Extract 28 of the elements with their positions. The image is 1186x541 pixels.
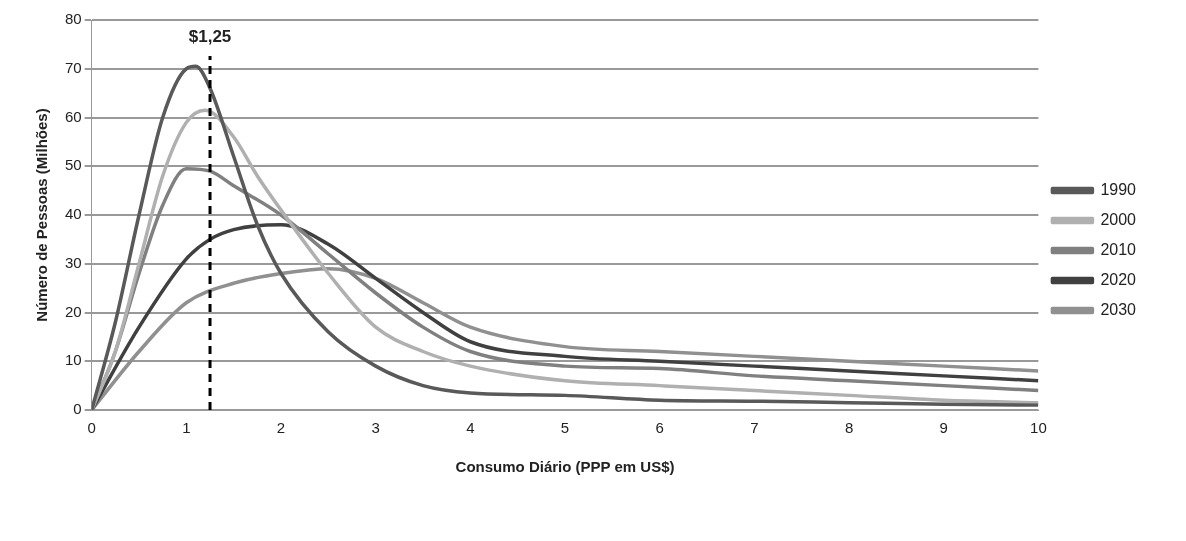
x-axis-title: Consumo Diário (PPP em US$)	[455, 458, 675, 476]
y-tick-label: 0	[73, 400, 82, 418]
x-tick-label: 0	[87, 419, 96, 437]
x-tick-label: 7	[750, 419, 759, 437]
y-tick-label: 10	[65, 351, 82, 369]
legend-label: 2010	[1100, 240, 1137, 258]
y-tick-label: 20	[65, 302, 82, 320]
y-tick-label: 80	[65, 10, 82, 28]
y-tick-label: 30	[65, 253, 82, 271]
y-tick-label: 40	[65, 205, 82, 223]
legend-label: 2030	[1100, 300, 1137, 318]
y-tick-label: 70	[65, 58, 82, 76]
y-tick-label: 60	[65, 107, 82, 125]
y-axis-title: Número de Pessoas (Milhões)	[33, 108, 51, 322]
legend-label: 2020	[1100, 270, 1137, 288]
y-tick-label: 50	[65, 156, 82, 174]
x-tick-label: 5	[560, 419, 570, 437]
x-tick-label: 10	[1030, 419, 1047, 437]
x-tick-label: 9	[939, 419, 948, 437]
legend-label: 1990	[1100, 180, 1137, 198]
x-tick-label: 3	[371, 419, 380, 437]
legend-label: 2000	[1100, 210, 1137, 228]
x-tick-label: 6	[655, 419, 664, 437]
ref-line-label: $1,25	[188, 27, 232, 47]
x-tick-label: 8	[844, 419, 854, 437]
x-tick-label: 1	[182, 419, 191, 437]
x-tick-label: 2	[276, 419, 286, 437]
x-tick-label: 4	[466, 419, 475, 437]
